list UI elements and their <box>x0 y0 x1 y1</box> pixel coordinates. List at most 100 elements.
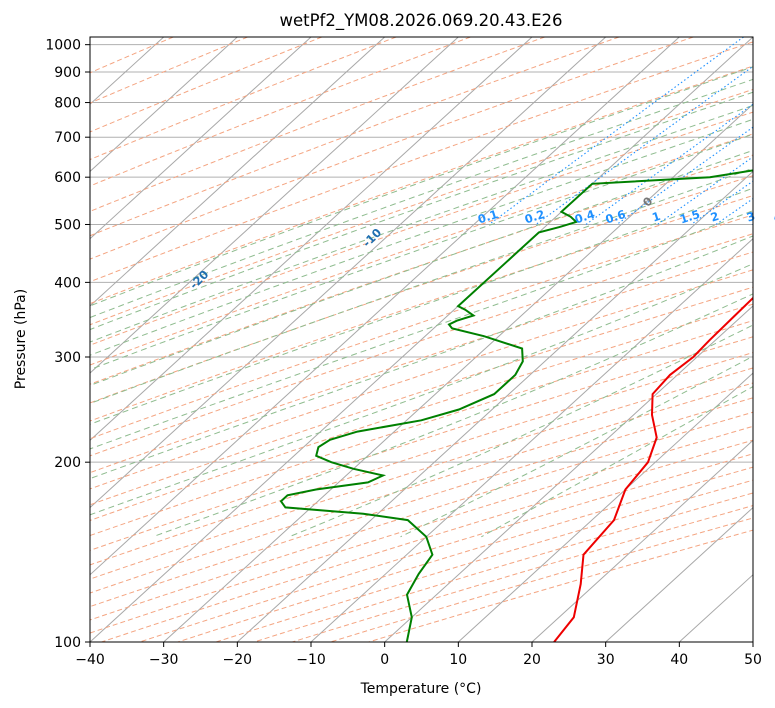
isotherm-gridline <box>310 237 753 642</box>
mixing-ratio-label: 2 <box>709 209 721 225</box>
dry-adiabat <box>177 466 753 642</box>
isotherm-gridline <box>90 37 607 509</box>
mixing-ratio-line <box>616 126 753 225</box>
moist-adiabat <box>90 66 753 307</box>
isotherm-gridline <box>457 372 753 642</box>
dry-adiabat <box>90 251 753 474</box>
dry-adiabat <box>90 214 753 440</box>
moist-adiabat <box>90 104 753 343</box>
dry-adiabat <box>90 37 397 161</box>
x-axis-label: Temperature (°C) <box>360 681 482 697</box>
mixing-ratio-line <box>488 37 744 225</box>
mixing-ratio-line <box>715 198 753 225</box>
isotherm-gridline <box>90 37 238 173</box>
y-tick-label: 200 <box>54 455 81 471</box>
dry-adiabat <box>90 37 471 187</box>
dry-adiabat <box>90 133 753 366</box>
y-axis-ticks: 1000 900 800 700 600 500 400 300 200 100 <box>45 38 90 651</box>
mixing-ratio-line <box>535 65 753 225</box>
profile-layer <box>279 169 753 642</box>
dry-adiabat <box>101 439 753 642</box>
background-grid <box>90 37 753 642</box>
isotherm-gridline <box>90 37 533 442</box>
mixing-ratio-label: 0.4 <box>573 207 597 227</box>
moist-adiabat <box>90 91 753 331</box>
dry-adiabat <box>292 505 753 642</box>
x-tick-label: −10 <box>296 652 326 668</box>
moist-adiabat <box>90 133 753 371</box>
isotherm-gridline <box>531 439 753 642</box>
dry-adiabat <box>90 37 545 212</box>
y-tick-label: 1000 <box>45 38 81 54</box>
y-tick-label: 500 <box>54 218 81 234</box>
mixing-ratio-label: 1.5 <box>678 207 702 227</box>
y-axis-label: Pressure (hPa) <box>13 289 29 389</box>
x-tick-label: 50 <box>744 652 762 668</box>
y-tick-label: 900 <box>54 65 81 81</box>
mixing-ratio-label: 3 <box>745 209 757 225</box>
dry-adiabat <box>90 65 753 305</box>
mixing-ratio-label: 0.6 <box>604 207 628 227</box>
mixing-ratio-label: 1 <box>650 209 662 225</box>
dry-adiabat <box>254 492 753 642</box>
mixing-ratio-label: 0.2 <box>523 207 547 227</box>
x-tick-label: 10 <box>449 652 467 668</box>
x-tick-label: 40 <box>670 652 688 668</box>
mixing-ratio-label: 0.1 <box>476 207 500 227</box>
isotherm-gridline <box>90 37 459 374</box>
moist-adiabat <box>90 78 753 319</box>
dry-adiabat <box>90 367 753 580</box>
y-tick-label: 400 <box>54 275 81 291</box>
moist-adiabat <box>400 355 753 538</box>
isotherm-gridline <box>90 37 680 576</box>
dewpoint-profile <box>279 169 753 642</box>
dry-adiabat-label: -20 <box>187 267 212 292</box>
dry-adiabat <box>90 37 620 237</box>
plot-frame <box>89 36 754 643</box>
x-tick-label: 30 <box>597 652 615 668</box>
x-tick-label: −20 <box>223 652 253 668</box>
dry-adiabat <box>90 88 753 326</box>
y-tick-label: 800 <box>54 96 81 112</box>
mixing-ratio-line <box>751 223 753 225</box>
isotherm-gridline <box>90 37 312 240</box>
mixing-ratio-line <box>585 103 753 225</box>
x-tick-label: −30 <box>149 652 179 668</box>
moist-adiabat <box>90 210 753 450</box>
dry-adiabat <box>90 195 753 422</box>
mixing-ratio-label: 4 <box>771 209 775 225</box>
isotherm-gridline <box>90 37 753 642</box>
isotherm-gridline <box>605 506 753 642</box>
dry-adiabat <box>90 41 753 283</box>
dry-adiabat <box>90 37 322 133</box>
dry-adiabat <box>90 233 753 457</box>
chart-title: wetPf2_YM08.2026.069.20.43.E26 <box>279 11 562 31</box>
x-tick-label: −40 <box>75 652 105 668</box>
moist-adiabat <box>90 263 753 516</box>
moist-adiabat <box>90 187 753 425</box>
dry-adiabat <box>90 397 753 608</box>
dry-adiabat <box>90 175 753 404</box>
y-tick-label: 300 <box>54 350 81 366</box>
moist-adiabat <box>152 293 753 538</box>
y-tick-label: 700 <box>54 130 81 146</box>
mixing-ratio-line <box>657 156 753 225</box>
x-tick-label: 0 <box>380 652 389 668</box>
line-labels: 0.10.20.40.611.52346810131620253036-20-1… <box>187 194 775 292</box>
moist-adiabat <box>90 235 753 480</box>
moist-adiabat <box>90 167 753 405</box>
isotherm-gridline <box>90 37 386 307</box>
dry-adiabat-label: -10 <box>360 225 385 250</box>
dry-adiabat <box>330 517 753 642</box>
x-axis-ticks: −40 −30 −20 −10 0 10 20 30 40 50 <box>75 642 762 668</box>
y-tick-label: 600 <box>54 170 81 186</box>
y-tick-label: 100 <box>54 635 81 651</box>
x-tick-label: 20 <box>523 652 541 668</box>
isotherm-gridline <box>752 641 753 642</box>
dry-adiabat <box>90 37 694 260</box>
dry-adiabat <box>90 382 753 594</box>
temperature-profile <box>553 296 753 642</box>
mixing-ratio-line <box>690 180 753 225</box>
isotherm-gridline <box>384 305 753 642</box>
